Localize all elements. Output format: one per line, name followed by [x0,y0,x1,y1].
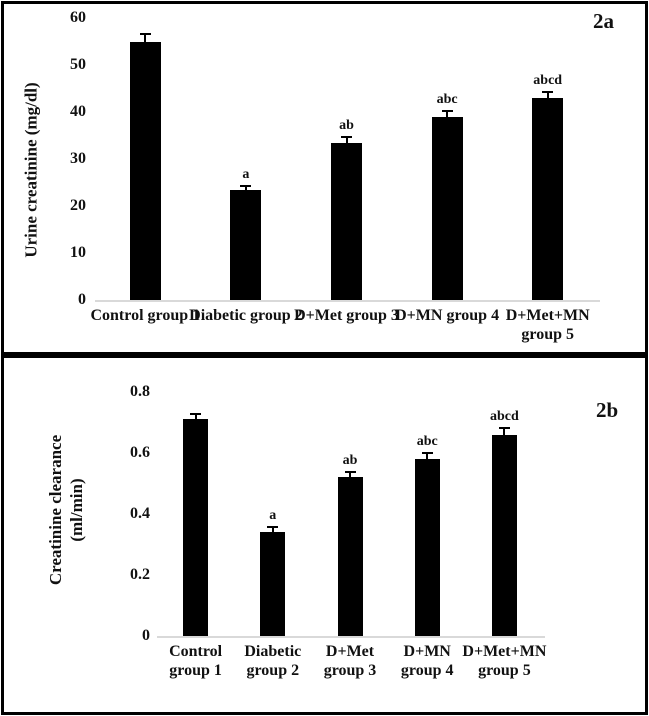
x-category-label: D+MN group 4 [387,306,507,325]
panel-label-2a: 2a [593,9,614,33]
x-category-label: Diabetic group 2 [186,306,306,325]
y-tick-label: 60 [70,9,86,26]
error-bar-cap [240,184,252,187]
x-axis-line [95,300,600,302]
error-bar-stem [546,92,549,102]
x-category-label-line: D+Met+MN [462,643,547,660]
y-axis-title-line: (ml/min) [67,478,86,542]
significance-label: abc [436,92,458,108]
x-category-label: D+Met group 3 [287,306,407,325]
error-bar-stem [503,428,506,439]
y-tick-label: 0.2 [130,566,150,583]
bar-1 [129,41,161,300]
error-bar-stem [144,35,147,46]
x-category-label-line: group 3 [323,662,377,679]
significance-label: abc [416,434,438,450]
error-bar-stem [446,112,449,121]
bar-2 [230,189,262,300]
x-category-label-line: Control group 1 [90,307,201,324]
x-category-label-line: group 5 [521,326,574,343]
significance-label: a [269,508,277,524]
x-category-label: Control group 1 [85,306,205,325]
x-category-label-line: D+Met+MN [505,307,590,324]
y-tick-label: 0 [142,627,150,644]
significance-label: abcd [533,72,563,88]
error-bar-cap [344,470,356,473]
x-category-label-line: group 2 [246,662,300,679]
error-bar-cap [421,452,433,455]
error-bar-cap [341,136,352,139]
bar-5 [532,97,564,300]
y-tick-label: 0.6 [130,444,150,461]
y-tick-label: 40 [70,103,86,120]
significance-label: abcd [489,408,519,424]
error-bar-cap [190,412,202,415]
panel-2a: 2a 0 10 20 30 40 50 60 Urine creatinine (mg/dl)… [1,1,648,355]
y-tick-label: 0.4 [130,505,150,522]
bar-3 [337,477,363,636]
error-bar-cap [498,426,510,429]
x-category-label: D+Met+MN group 5 [488,306,608,344]
x-category-label-line: Control [169,643,223,660]
error-bar-cap [441,110,453,113]
x-category-label-line: group 5 [478,662,531,679]
panel-label-2b: 2b [596,398,619,422]
error-bar-cap [267,526,279,529]
significance-label: ab [342,452,358,468]
bar-5 [491,434,517,636]
y-tick-label: 0 [78,291,86,308]
error-bar-stem [194,414,197,424]
y-axis-title-line: Creatinine clearance [46,434,65,586]
error-bar-stem [345,138,348,147]
x-category-label: Diabetic group 2 [213,642,333,680]
y-tick-label: 0.8 [130,383,150,400]
significance-label: a [242,166,250,182]
bar-2 [260,532,286,636]
x-category-label-line: D+Met group 3 [294,307,399,324]
bar-1 [183,419,209,636]
x-category-label-line: Diabetic group 2 [189,307,303,324]
error-bar-stem [426,454,429,464]
y-axis-title: Creatinine clearance (ml/min) [45,435,87,585]
x-category-label: D+Met+MN group 5 [444,642,564,680]
x-category-label-line: Diabetic [244,643,302,660]
x-axis-line [157,636,545,638]
x-category-label-line: D+Met [325,643,375,660]
bar-4 [414,459,440,636]
bar-4 [431,116,463,300]
bar-3 [331,142,362,300]
error-bar-cap [542,90,554,93]
y-axis-title-line: Urine creatinine (mg/dl) [21,82,41,258]
error-bar-stem [244,186,247,194]
y-tick-label: 30 [70,150,86,167]
x-category-label-line: D+MN group 4 [395,307,500,324]
x-category-label-line: D+MN [403,643,451,660]
x-category-label-line: group 4 [400,662,454,679]
y-tick-label: 20 [70,197,86,214]
y-axis-title: Urine creatinine (mg/dl) [21,82,42,257]
x-category-label-line: group 1 [169,662,222,679]
error-bar-stem [271,528,274,537]
y-tick-label: 50 [70,56,86,73]
x-category-label: D+Met group 3 [290,642,410,680]
x-category-label: D+MN group 4 [367,642,487,680]
error-bar-cap [139,33,151,36]
panel-2b: 2b 0 0.2 0.4 0.6 0.8 Creatinine clearance (ml/… [1,355,648,715]
y-tick-label: 10 [70,244,86,261]
error-bar-stem [349,472,351,482]
significance-label: ab [339,118,354,134]
x-category-label: Control group 1 [136,642,256,680]
